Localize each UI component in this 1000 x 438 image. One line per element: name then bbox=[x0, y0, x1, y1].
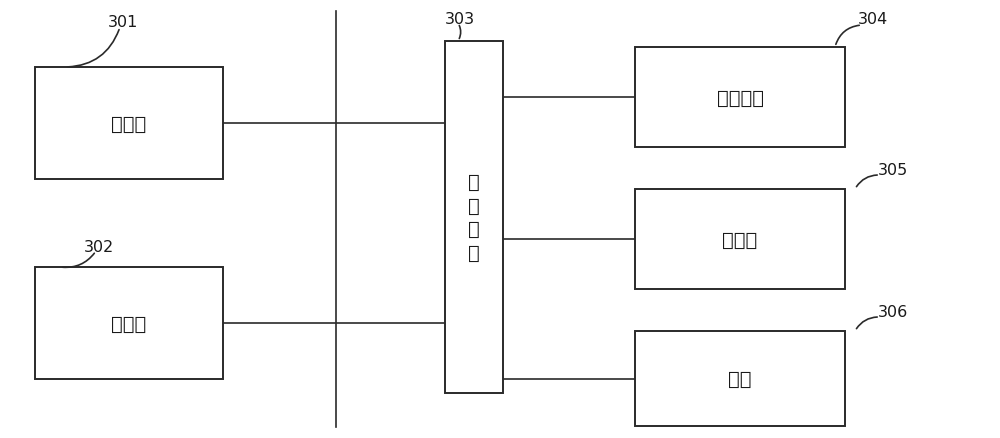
Text: 302: 302 bbox=[84, 240, 114, 254]
Text: 电源: 电源 bbox=[728, 369, 752, 388]
Text: 303: 303 bbox=[445, 12, 475, 27]
Bar bbox=[635, 331, 845, 426]
Text: 存储器: 存储器 bbox=[111, 314, 147, 333]
Bar bbox=[35, 267, 223, 379]
Text: 304: 304 bbox=[858, 12, 888, 27]
Text: 射频电路: 射频电路 bbox=[716, 88, 764, 107]
Bar bbox=[35, 68, 223, 180]
Text: 通
信
接
口: 通 信 接 口 bbox=[468, 173, 480, 262]
Bar bbox=[445, 42, 503, 393]
Text: 301: 301 bbox=[108, 15, 138, 30]
Text: 处理器: 处理器 bbox=[111, 114, 147, 133]
Bar bbox=[635, 190, 845, 290]
Text: 306: 306 bbox=[878, 304, 908, 319]
Bar bbox=[635, 48, 845, 148]
Text: 305: 305 bbox=[878, 162, 908, 177]
Text: 显示屏: 显示屏 bbox=[722, 230, 758, 249]
